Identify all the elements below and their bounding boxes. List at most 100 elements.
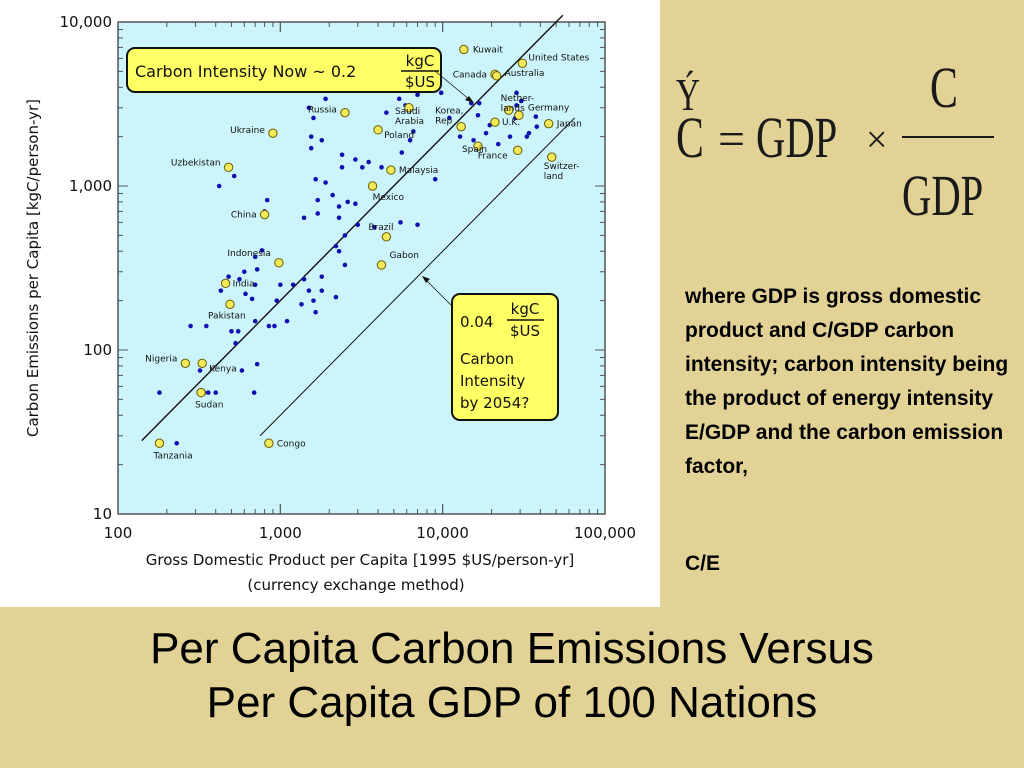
annotation-now: Carbon Intensity Now ~ 0.2 kgC $US (126, 47, 442, 93)
x-tick-label: 1,000 (259, 524, 302, 542)
data-point (254, 267, 260, 272)
data-point (252, 254, 258, 260)
annotation-2054-num: kgC (511, 300, 540, 318)
data-point (353, 157, 358, 162)
data-point (360, 165, 365, 170)
data-point (372, 224, 377, 230)
point-label: Germany (528, 103, 570, 113)
data-point (242, 269, 247, 275)
data-point (231, 173, 237, 179)
data-point (315, 211, 321, 216)
data-point (524, 134, 530, 139)
point-label: Kuwait (473, 45, 504, 55)
highlighted-point (514, 110, 524, 120)
data-point (278, 282, 283, 288)
point-label: Gabon (390, 251, 419, 261)
data-point (333, 243, 339, 249)
annotation-2054-line2: Intensity (460, 372, 525, 390)
highlighted-point (259, 209, 270, 220)
data-point (411, 129, 416, 134)
data-point (266, 323, 272, 329)
x-axis-label-2: (currency exchange method) (247, 576, 464, 594)
data-point (243, 291, 248, 297)
data-point (526, 130, 532, 136)
data-point (274, 298, 280, 303)
data-point (306, 105, 312, 111)
data-point (264, 197, 270, 203)
data-point (447, 115, 452, 121)
data-point (229, 329, 234, 334)
point-label: Nigeria (145, 354, 177, 364)
point-label: Mexico (373, 193, 405, 203)
point-label: Korea, (435, 107, 463, 117)
equation-times: × (866, 119, 888, 161)
point-label: Pakistan (208, 311, 246, 321)
data-point (301, 215, 307, 221)
slide-title-line2: Per Capita GDP of 100 Nations (206, 678, 818, 727)
data-point (197, 368, 203, 373)
data-point (313, 309, 318, 315)
highlighted-point (180, 358, 191, 368)
point-label: Brazil (368, 223, 393, 233)
data-point (323, 96, 328, 102)
note-formula: C/E (685, 552, 721, 575)
data-point (438, 90, 444, 96)
highlighted-point (491, 71, 502, 81)
highlighted-point (225, 299, 235, 309)
equation-lhs-accent: Ý (676, 69, 700, 120)
data-point (259, 248, 265, 253)
note-text: where GDP is gross domestic product and … (685, 285, 1009, 478)
data-point (366, 159, 371, 165)
highlighted-point (268, 128, 278, 138)
point-label: lands (501, 104, 525, 114)
equation-frac-den: GDP (902, 163, 984, 228)
data-point (299, 301, 304, 307)
data-point (534, 124, 540, 129)
highlighted-point (223, 162, 234, 173)
highlighted-point (274, 258, 284, 268)
highlighted-point (381, 232, 392, 242)
highlighted-point (473, 141, 483, 151)
data-point (495, 141, 501, 147)
data-point (342, 262, 348, 268)
data-point (432, 176, 438, 182)
data-point (336, 248, 342, 254)
point-label: Congo (277, 439, 306, 449)
data-point (249, 296, 255, 302)
data-point (311, 298, 316, 303)
equation-equals: = (718, 113, 746, 166)
data-point (342, 233, 348, 238)
point-label: Malaysia (399, 166, 438, 176)
point-label: Uzbekistan (171, 158, 221, 168)
data-point (272, 323, 277, 329)
reference-line (141, 14, 564, 442)
equation-fraction-bar (902, 136, 994, 138)
highlighted-point (503, 105, 514, 115)
point-label: Australia (505, 69, 545, 79)
data-point (514, 90, 519, 96)
point-label: Spain (462, 145, 487, 155)
data-point (339, 152, 345, 158)
data-point (174, 440, 180, 446)
data-point (336, 215, 342, 221)
point-label: Rep (435, 117, 452, 127)
data-point (218, 288, 224, 293)
data-point (319, 137, 325, 143)
x-axis-label: Gross Domestic Product per Capita [1995 … (146, 551, 574, 569)
highlighted-point (544, 118, 554, 129)
y-tick-label: 10 (93, 505, 112, 523)
point-label: Kenya (209, 364, 237, 374)
x-tick-label: 10,000 (416, 524, 469, 542)
data-point (379, 165, 384, 170)
point-label: Switzer- (544, 162, 580, 172)
data-point (226, 274, 231, 279)
highlighted-point (367, 181, 378, 191)
point-label: Nether- (501, 94, 534, 104)
data-point (290, 282, 296, 288)
point-label: Sudan (195, 401, 223, 411)
x-tick-label: 100,000 (574, 524, 636, 542)
equation-frac-num: C (930, 55, 958, 120)
highlighted-point (547, 152, 557, 162)
data-point (533, 114, 539, 119)
